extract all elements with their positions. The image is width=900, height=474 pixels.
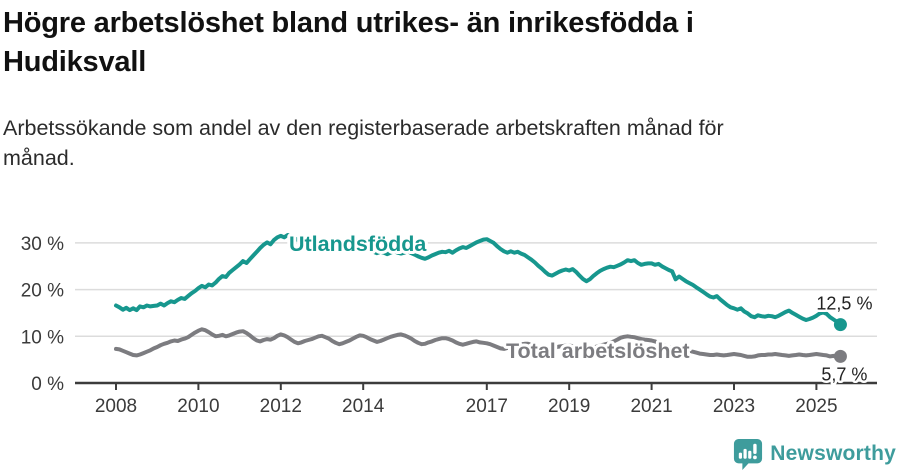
series-end-value-total-arbetsloshet: 5,7 % [821,364,867,384]
x-tick-label: 2014 [342,396,385,417]
x-tick-label: 2008 [95,396,137,417]
series-end-value-utlandsfodda: 12,5 % [816,294,872,314]
y-tick-label: 30 % [21,234,64,255]
page-title-line2: Hudiksvall [3,46,147,79]
newsworthy-wordmark: Newsworthy [770,442,896,465]
page-title: Högre arbetslöshet bland utrikes- än inr… [3,4,853,83]
x-tick-label: 2023 [713,396,755,417]
series-label-utlandsfodda: Utlandsfödda [289,232,427,256]
series-end-dot-utlandsfodda [833,318,847,332]
y-tick-label: 10 % [21,327,64,348]
page-subtitle: Arbetssökande som andel av den registerb… [3,114,873,173]
series-line-utlandsfodda [114,233,843,327]
y-tick-label: 0 % [31,374,64,395]
newsworthy-logo[interactable]: Newsworthy [733,438,896,470]
page-subtitle-line2: månad. [3,145,75,170]
series-label-total-arbetsloshet: Total arbetslöshet [506,339,690,363]
page-subtitle-line1: Arbetssökande som andel av den registerb… [3,116,724,140]
y-tick-label: 20 % [21,281,64,302]
series-line-total-arbetsloshet [114,327,843,360]
series-end-dot-total-arbetsloshet [833,349,847,363]
page-title-line1: Högre arbetslöshet bland utrikes- än inr… [3,7,694,39]
newsworthy-bar-chart-icon [734,439,763,470]
x-tick-label: 2019 [548,396,590,417]
x-tick-label: 2010 [177,396,219,417]
x-tick-label: 2012 [260,396,302,417]
x-tick-label: 2017 [466,396,508,417]
x-tick-label: 2021 [630,396,672,417]
x-tick-label: 2025 [795,396,837,417]
